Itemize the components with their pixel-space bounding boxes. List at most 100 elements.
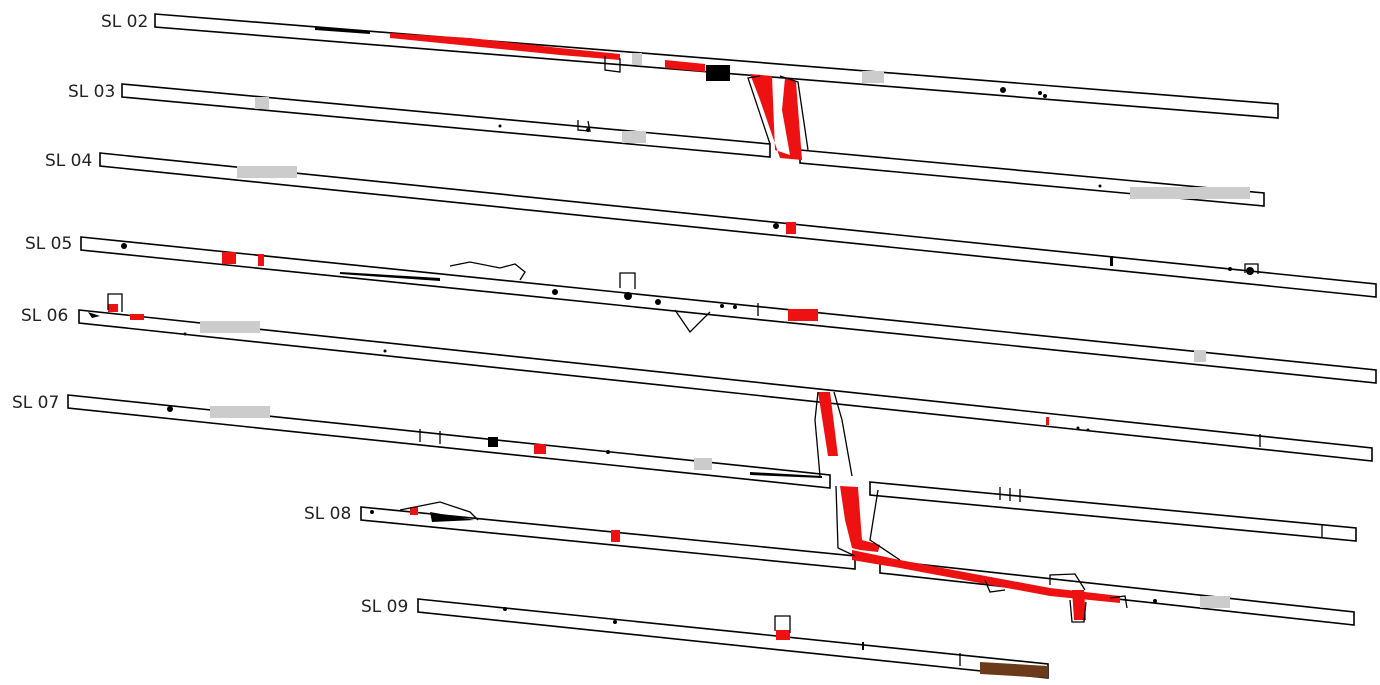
red-feature xyxy=(258,254,264,266)
red-feature-cut-sl03 xyxy=(750,74,802,160)
outline-detail xyxy=(774,615,791,633)
strip-sl05 xyxy=(80,236,1377,384)
red-feature-sl02-pit xyxy=(665,60,705,72)
black-feature xyxy=(430,512,475,522)
grey-feature xyxy=(237,166,297,178)
outline-detail xyxy=(1069,599,1087,623)
black-feature xyxy=(1038,91,1042,95)
outline-detail xyxy=(577,120,591,132)
grey-features xyxy=(200,53,1250,608)
black-feature xyxy=(1000,87,1006,93)
grey-feature xyxy=(1194,350,1206,362)
outline-detail xyxy=(1049,573,1086,591)
label-sl03: SL 03 xyxy=(68,82,115,102)
black-feature xyxy=(488,437,498,447)
black-feature xyxy=(1098,184,1102,188)
strip-sl03 xyxy=(121,83,771,158)
grey-feature xyxy=(862,71,884,83)
red-feature-cut-sl07 xyxy=(840,486,880,552)
red-feature xyxy=(130,314,144,320)
black-feature xyxy=(88,312,100,318)
grey-feature xyxy=(622,131,646,143)
black-feature xyxy=(862,642,864,650)
black-feature xyxy=(750,472,822,478)
outline-detail xyxy=(107,293,123,312)
label-sl05: SL 05 xyxy=(25,234,72,254)
red-feature xyxy=(776,630,790,640)
label-sl06: SL 06 xyxy=(21,306,68,326)
black-feature xyxy=(733,305,737,309)
red-feature xyxy=(534,444,546,454)
outline-detail xyxy=(779,75,809,151)
grey-feature xyxy=(200,321,260,333)
grey-feature xyxy=(694,458,712,470)
strip-sl07 xyxy=(67,394,831,489)
black-feature xyxy=(1153,599,1157,603)
red-feature xyxy=(410,507,418,515)
outline-detail xyxy=(1244,263,1259,274)
black-feature xyxy=(624,292,632,300)
black-feature xyxy=(383,349,387,353)
red-features xyxy=(108,33,1120,640)
section-labels: SL 02 SL 03 SL 04 SL 05 SL 06 SL 07 SL 0… xyxy=(12,12,408,617)
outline-detail xyxy=(399,501,479,521)
red-feature xyxy=(611,530,620,542)
red-feature xyxy=(786,222,796,234)
black-feature-pit xyxy=(706,65,730,81)
black-feature xyxy=(183,332,187,336)
red-feature-sl08-run xyxy=(852,550,1120,603)
brown-feature xyxy=(980,662,1048,678)
black-feature xyxy=(503,607,507,611)
outline-detail xyxy=(814,391,821,477)
outline-detail xyxy=(619,272,636,289)
red-feature xyxy=(1046,417,1049,425)
black-feature xyxy=(1086,428,1090,432)
black-feature xyxy=(773,223,779,229)
red-feature xyxy=(222,252,236,264)
outline-detail xyxy=(869,489,901,561)
outline-details xyxy=(107,56,1323,666)
grey-feature xyxy=(255,97,269,109)
strip-sl04 xyxy=(99,152,1377,298)
strip-sl08 xyxy=(360,506,856,570)
black-feature xyxy=(655,299,661,305)
red-feature xyxy=(788,309,818,321)
black-feature xyxy=(340,272,440,281)
label-sl09: SL 09 xyxy=(361,597,408,617)
black-feature xyxy=(1110,256,1113,266)
outline-detail xyxy=(747,75,771,145)
grey-feature xyxy=(210,406,270,418)
grey-feature xyxy=(1130,187,1250,199)
label-sl04: SL 04 xyxy=(45,151,92,171)
black-feature xyxy=(1043,94,1047,98)
strip-sl07-right xyxy=(869,481,1357,542)
black-feature xyxy=(613,620,617,624)
black-feature xyxy=(1076,426,1080,430)
outline-detail xyxy=(984,579,1006,593)
outline-detail xyxy=(449,261,526,281)
black-feature xyxy=(498,124,502,128)
outline-detail xyxy=(674,309,711,334)
black-feature xyxy=(552,289,558,295)
red-feature-cut-sl06 xyxy=(818,392,838,456)
label-sl08: SL 08 xyxy=(304,504,351,524)
red-feature xyxy=(108,304,118,312)
red-feature-sl08-pit xyxy=(1072,590,1086,620)
grey-feature xyxy=(632,53,642,65)
black-feature xyxy=(606,450,610,454)
outline-detail xyxy=(604,56,621,73)
strip-sl08-right xyxy=(879,559,1355,626)
label-sl02: SL 02 xyxy=(101,12,148,32)
section-strips xyxy=(67,13,1377,679)
strip-sl09 xyxy=(417,598,1049,679)
label-sl07: SL 07 xyxy=(12,393,59,413)
black-feature xyxy=(1246,267,1254,275)
black-feature xyxy=(370,510,374,514)
outline-detail xyxy=(1109,595,1128,609)
black-feature xyxy=(1228,267,1232,271)
black-feature xyxy=(720,304,724,308)
black-feature xyxy=(315,27,370,34)
grey-feature xyxy=(1200,596,1230,608)
strip-sl06 xyxy=(78,309,1373,462)
red-feature-sl02-run xyxy=(390,33,620,60)
